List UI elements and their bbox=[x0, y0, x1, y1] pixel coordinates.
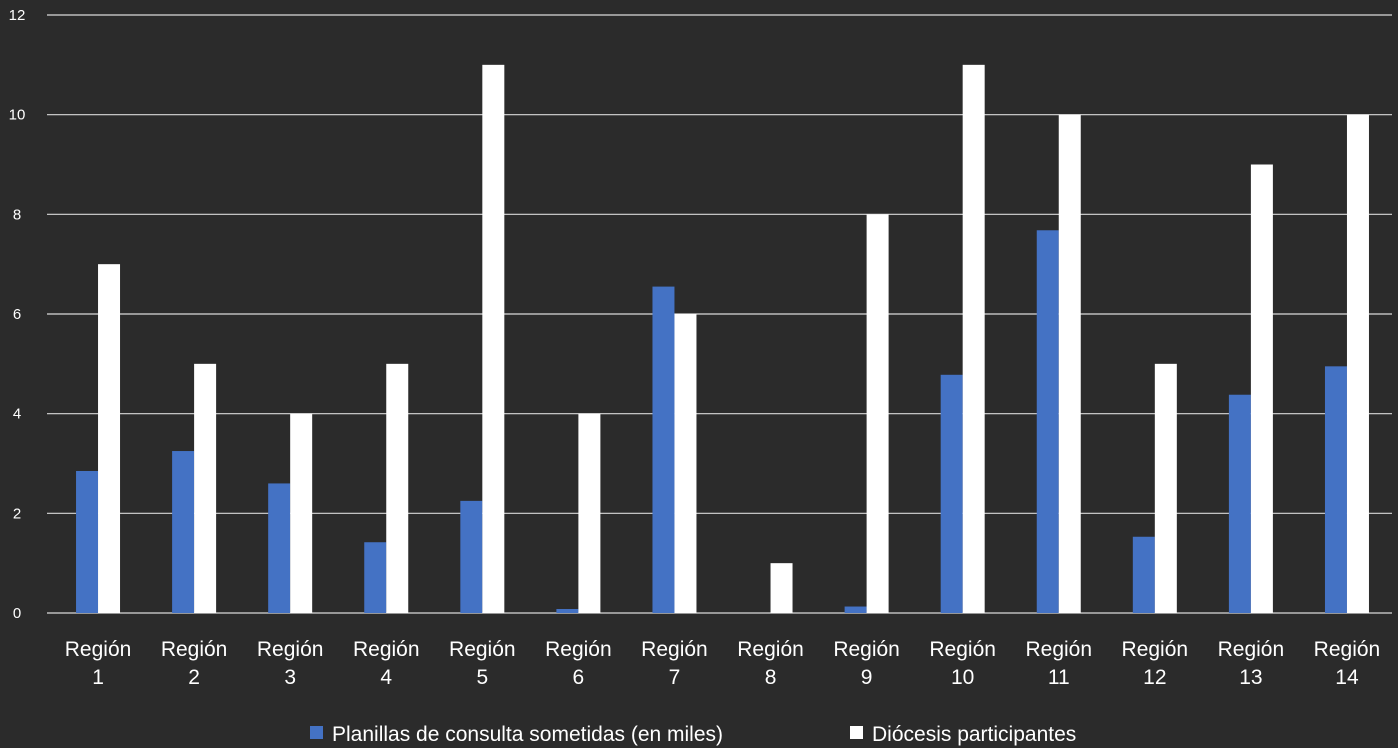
x-tick-label: Región 2 bbox=[161, 638, 228, 689]
x-tick-label: Región 11 bbox=[1025, 638, 1092, 689]
x-tick-label: Región 8 bbox=[737, 638, 804, 689]
bar-planillas-11 bbox=[1036, 230, 1059, 613]
y-tick-label: 8 bbox=[13, 206, 21, 223]
bar-diocesis-14 bbox=[1346, 114, 1369, 614]
bar-diocesis-2 bbox=[194, 363, 217, 613]
bar-diocesis-12 bbox=[1154, 363, 1177, 613]
x-tick-label: Región 3 bbox=[257, 638, 324, 689]
y-tick-label: 6 bbox=[13, 306, 21, 323]
bar-planillas-1 bbox=[76, 470, 99, 613]
x-tick-label: Región 12 bbox=[1122, 638, 1189, 689]
bar-diocesis-8 bbox=[770, 563, 793, 613]
y-tick-label: 0 bbox=[13, 605, 21, 622]
y-tick-label: 4 bbox=[13, 406, 21, 423]
y-tick-label: 2 bbox=[13, 505, 21, 522]
bar-planillas-6 bbox=[556, 609, 579, 613]
bar-diocesis-13 bbox=[1250, 164, 1273, 613]
x-tick-label: Región 4 bbox=[353, 638, 420, 689]
bar-diocesis-3 bbox=[290, 413, 313, 613]
bar-planillas-4 bbox=[364, 542, 387, 613]
y-tick-label: 10 bbox=[9, 107, 26, 124]
legend-swatch-2 bbox=[850, 726, 863, 739]
legend-swatch-1 bbox=[310, 726, 323, 739]
legend-label-1: Planillas de consulta sometidas (en mile… bbox=[332, 723, 723, 746]
bar-planillas-3 bbox=[268, 483, 291, 613]
x-tick-label: Región 7 bbox=[641, 638, 708, 689]
x-tick-label: Región 10 bbox=[929, 638, 996, 689]
bar-diocesis-5 bbox=[482, 64, 505, 614]
series-2 bbox=[98, 64, 1369, 614]
bars bbox=[76, 64, 1369, 614]
bar-diocesis-11 bbox=[1058, 114, 1081, 614]
bar-planillas-14 bbox=[1324, 366, 1347, 613]
gridlines bbox=[47, 14, 1392, 614]
y-tick-label: 12 bbox=[9, 7, 26, 24]
series-1 bbox=[76, 230, 1347, 613]
bar-planillas-13 bbox=[1228, 394, 1251, 613]
legend-label-2: Diócesis participantes bbox=[872, 723, 1076, 746]
x-tick-label: Región 9 bbox=[833, 638, 900, 689]
bar-diocesis-10 bbox=[962, 64, 985, 614]
bar-planillas-10 bbox=[940, 374, 963, 613]
bar-diocesis-6 bbox=[578, 413, 601, 613]
x-tick-label: Región 6 bbox=[545, 638, 612, 689]
bar-diocesis-4 bbox=[386, 363, 409, 613]
bar-diocesis-9 bbox=[866, 214, 889, 614]
x-tick-label: Región 5 bbox=[449, 638, 516, 689]
bar-planillas-5 bbox=[460, 500, 483, 613]
x-tick-label: Región 14 bbox=[1314, 638, 1381, 689]
bar-planillas-7 bbox=[652, 286, 675, 613]
bar-planillas-9 bbox=[844, 606, 867, 613]
bar-planillas-12 bbox=[1132, 536, 1155, 613]
bar-planillas-2 bbox=[172, 451, 195, 613]
bar-diocesis-7 bbox=[674, 314, 697, 613]
legend: Planillas de consulta sometidas (en mile… bbox=[310, 723, 1076, 746]
x-tick-label: Región 13 bbox=[1218, 638, 1285, 689]
bar-diocesis-1 bbox=[98, 264, 121, 613]
x-tick-label: Región 1 bbox=[65, 638, 132, 689]
